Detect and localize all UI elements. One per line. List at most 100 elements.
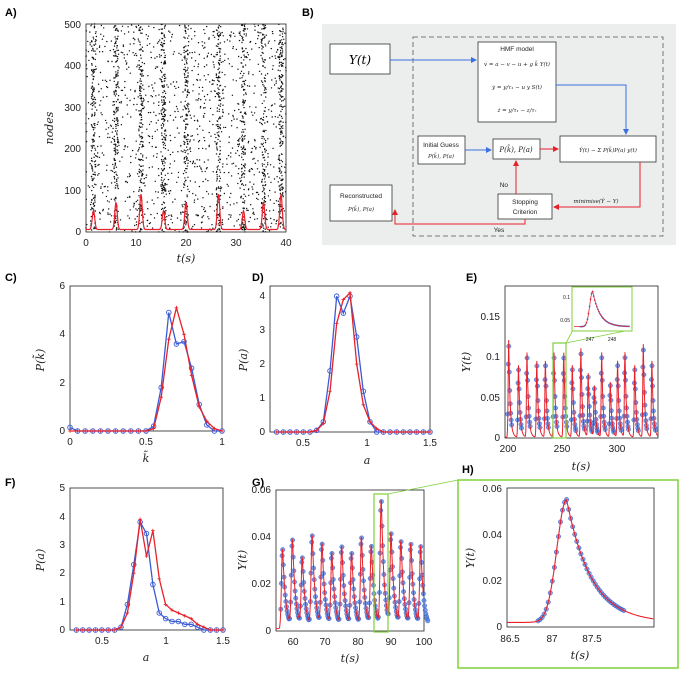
raster-spike: [114, 153, 117, 156]
raster-spike: [243, 225, 245, 228]
raster-spike: [262, 130, 264, 132]
raster-spike: [270, 87, 273, 89]
raster-spike: [259, 118, 262, 120]
raster-spike: [146, 219, 148, 222]
raster-spike: [263, 34, 265, 36]
raster-spike: [129, 43, 131, 45]
raster-spike: [278, 157, 280, 159]
raster-spike: [164, 54, 166, 57]
raster-spike: [157, 197, 159, 199]
raster-spike: [145, 174, 148, 176]
panel-c-series: [67, 305, 225, 434]
d-true-point: [408, 430, 412, 434]
raster-spike: [216, 166, 218, 168]
raster-spike: [244, 84, 246, 86]
raster-spike: [85, 227, 87, 229]
raster-spike: [263, 24, 265, 26]
raster-spike: [158, 101, 160, 103]
raster-spike: [163, 99, 165, 102]
raster-spike: [186, 196, 188, 198]
raster-spike: [209, 81, 211, 83]
raster-spike: [164, 77, 167, 79]
raster-spike: [92, 72, 94, 74]
raster-spike: [234, 35, 236, 37]
raster-spike: [98, 46, 101, 49]
raster-spike: [282, 83, 284, 85]
raster-spike: [240, 195, 243, 197]
raster-spike: [115, 91, 117, 93]
raster-spike: [278, 58, 281, 61]
raster-spike: [113, 77, 115, 79]
raster-spike: [162, 96, 165, 98]
raster-spike: [160, 172, 162, 174]
raster-spike: [279, 192, 282, 195]
raster-spike: [140, 32, 142, 34]
raster-spike: [241, 156, 243, 158]
raster-spike: [92, 127, 95, 129]
raster-spike: [199, 165, 201, 167]
raster-spike: [184, 25, 186, 28]
raster-spike: [281, 36, 284, 38]
raster-spike: [238, 143, 241, 145]
raster-spike: [163, 202, 166, 204]
raster-spike: [193, 199, 196, 201]
raster-spike: [242, 65, 244, 68]
raster-spike: [265, 129, 267, 132]
raster-spike: [141, 70, 143, 73]
raster-spike: [160, 158, 163, 161]
raster-spike: [99, 104, 101, 106]
raster-spike: [94, 164, 97, 166]
raster-spike: [154, 67, 157, 70]
raster-spike: [264, 181, 266, 183]
raster-spike: [216, 132, 218, 134]
raster-spike: [91, 23, 93, 25]
raster-spike: [161, 113, 163, 116]
raster-spike: [91, 102, 93, 105]
raster-spike: [135, 26, 138, 29]
raster-spike: [281, 74, 283, 76]
raster-spike: [111, 170, 114, 172]
raster-spike: [130, 155, 132, 158]
raster-spike: [237, 68, 239, 70]
raster-spike: [265, 34, 267, 36]
raster-spike: [110, 141, 113, 143]
raster-spike: [277, 87, 279, 89]
raster-spike: [161, 192, 163, 194]
raster-spike: [172, 119, 175, 121]
raster-spike: [187, 67, 189, 69]
raster-spike: [99, 218, 101, 220]
panel-e: E) 247 248 0.05 0.1 200 250 300 0 0.05 0…: [460, 272, 659, 473]
raster-spike: [267, 173, 269, 175]
raster-spike: [139, 73, 141, 75]
raster-spike: [244, 100, 246, 102]
raster-spike: [217, 134, 219, 136]
raster-spike: [219, 34, 221, 37]
raster-spike: [126, 146, 129, 148]
raster-spike: [163, 110, 165, 113]
raster-spike: [191, 69, 193, 72]
raster-spike: [90, 215, 93, 218]
raster-spike: [163, 142, 166, 144]
raster-spike: [92, 95, 94, 97]
c-true-point: [121, 429, 125, 433]
raster-spike: [144, 185, 146, 187]
raster-spike: [184, 76, 186, 79]
f-reconstructed-point: [118, 624, 124, 630]
raster-spike: [140, 69, 142, 71]
raster-spike: [102, 79, 104, 82]
raster-spike: [107, 127, 110, 129]
raster-spike: [162, 74, 165, 76]
raster-spike: [170, 214, 172, 216]
raster-spike: [136, 66, 138, 68]
raster-spike: [140, 80, 142, 83]
raster-spike: [96, 48, 98, 50]
raster-spike: [139, 80, 141, 82]
raster-spike: [221, 221, 223, 224]
raster-spike: [139, 44, 141, 46]
raster-spike: [213, 80, 215, 82]
raster-spike: [202, 197, 204, 199]
raster-spike: [235, 80, 237, 82]
raster-spike: [264, 24, 267, 27]
raster-spike: [142, 182, 144, 184]
raster-spike: [254, 140, 256, 142]
